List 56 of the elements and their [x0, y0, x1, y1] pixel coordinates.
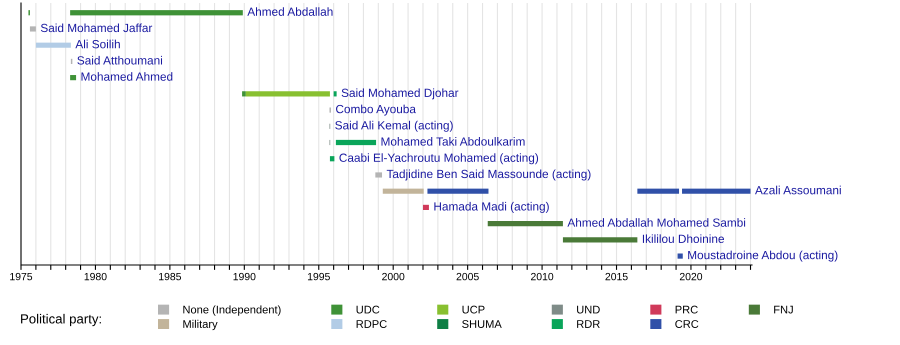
x-tick-label: 1975 — [10, 272, 32, 280]
x-tick-label: 2010 — [531, 272, 554, 280]
bar — [427, 188, 488, 194]
bar — [246, 91, 330, 96]
legend-label: UDC — [356, 306, 380, 314]
y-tick-label: Moustadroine Abdou (acting) — [688, 250, 838, 262]
y-tick-label: Mohamed Ahmed — [82, 72, 172, 81]
bar — [562, 237, 638, 242]
bar — [30, 26, 36, 32]
y-tick-label: Ahmed Abdallah — [247, 7, 333, 16]
y-tick-label: Ikililou Dhoinine — [642, 234, 724, 244]
legend-label: UCP — [462, 306, 485, 314]
legend-title: Political party: — [21, 314, 101, 326]
y-tick-label: Said Atthoumani — [77, 56, 162, 65]
legend-label: PRC — [676, 306, 698, 314]
legend-label: Military — [183, 320, 218, 330]
x-tick-label: 1985 — [159, 272, 182, 280]
bar — [375, 172, 382, 178]
x-tick-label: 1995 — [308, 272, 330, 280]
legend-label: RDPC — [356, 320, 387, 328]
y-tick-label: Hamada Madi (acting) — [434, 202, 549, 213]
y-tick-label: Caabi El-Yachroutu Mohamed (acting) — [339, 153, 538, 164]
bar — [382, 188, 424, 194]
x-tick-label: 2015 — [605, 272, 628, 280]
legend-label: FNJ — [774, 306, 793, 314]
y-tick-label: Ahmed Abdallah Mohamed Sambi — [567, 218, 746, 227]
y-tick-label: Said Ali Kemal (acting) — [335, 120, 453, 132]
bar — [70, 10, 243, 16]
bar — [330, 156, 334, 162]
legend-label: UND — [577, 306, 600, 314]
bar — [678, 253, 683, 259]
bar — [682, 188, 751, 194]
y-tick-label: Said Mohamed Jaffar — [40, 23, 152, 32]
y-tick-label: Mohamed Taki Abdoulkarim — [382, 137, 525, 146]
x-tick-label: 1990 — [234, 272, 256, 280]
legend-label: None (Independent) — [183, 305, 281, 316]
y-tick-label: Azali Assoumani — [755, 186, 841, 194]
y-tick-label: Tadjidine Ben Said Massounde (acting) — [386, 169, 591, 180]
x-tick-label: 2005 — [456, 272, 479, 280]
bar — [242, 91, 246, 96]
legend-label: SHUMA — [462, 320, 502, 328]
legend-label: RDR — [577, 320, 600, 328]
bar — [336, 140, 376, 146]
x-tick-label: 2020 — [680, 272, 702, 280]
x-tick-label: 1980 — [84, 272, 107, 280]
y-tick-label: Combo Ayouba — [336, 104, 416, 116]
bar — [334, 91, 337, 96]
legend-label: CRC — [675, 320, 698, 328]
x-tick-label: 2000 — [382, 272, 404, 280]
bar — [422, 204, 429, 210]
bar — [637, 188, 680, 194]
bar — [70, 75, 76, 80]
bar — [36, 42, 71, 48]
y-tick-label: Said Mohamed Djohar — [342, 88, 458, 100]
bar — [488, 221, 563, 226]
y-tick-label: Ali Soilih — [75, 40, 120, 48]
